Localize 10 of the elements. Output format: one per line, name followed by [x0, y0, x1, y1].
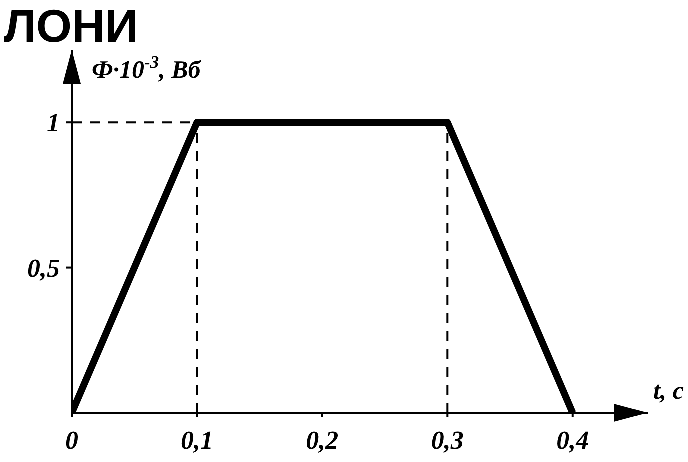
x-tick-label: 0,4	[556, 426, 590, 455]
x-tick-label: 0,1	[180, 426, 214, 455]
chart-title: ЛОНИ	[4, 0, 138, 52]
y-tick-label: 1	[47, 108, 60, 138]
y-axis-title: Ф·10$^{-3}$, Вб	[92, 52, 202, 84]
x-tick-label: 0,3	[431, 426, 464, 455]
x-tick-label: 0	[66, 426, 78, 455]
y-tick-label: 0,5	[28, 254, 60, 283]
x-axis-title: t, c	[653, 378, 684, 405]
x-tick-label: 0,2	[306, 426, 339, 455]
